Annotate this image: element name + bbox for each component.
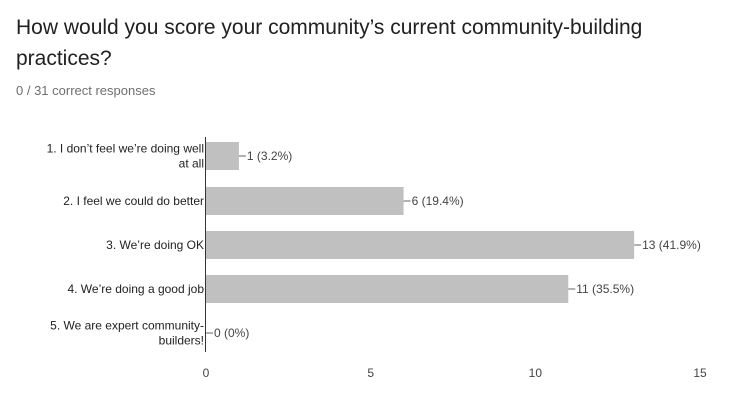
x-tick-label-5: 5 <box>367 366 374 380</box>
value-label-2: 6 (19.4%) <box>412 194 464 208</box>
responses-summary: 0 / 31 correct responses <box>16 83 156 98</box>
bar-1 <box>206 142 239 170</box>
bar-4 <box>206 275 569 303</box>
value-label-1: 1 (3.2%) <box>247 149 292 163</box>
category-labels: 1 (3.2%) 1. I don’t feel we’re doing well… <box>47 142 701 348</box>
question-title: How would you score your community’s cur… <box>16 16 643 70</box>
category-label-2: 2. I feel we could do better <box>63 194 204 208</box>
x-tick-label-10: 10 <box>529 366 543 380</box>
value-label-4: 11 (35.5%) <box>576 282 634 296</box>
x-tick-label-15: 15 <box>693 366 707 380</box>
category-label-1: 1. I don’t feel we’re doing well at all <box>47 142 204 171</box>
category-label-4: 4. We’re doing a good job <box>67 282 204 296</box>
bar-3 <box>206 231 635 259</box>
category-label-3: 3. We’re doing OK <box>106 238 204 252</box>
value-label-3: 13 (41.9%) <box>642 238 701 252</box>
category-label-5: 5. We are expert community-builders! <box>50 319 204 348</box>
x-tick-label-0: 0 <box>203 366 210 380</box>
bars <box>206 142 642 334</box>
x-axis-ticks: 0 5 10 15 <box>203 366 707 380</box>
bar-2 <box>206 187 404 215</box>
value-label-5: 0 (0%) <box>214 326 249 340</box>
